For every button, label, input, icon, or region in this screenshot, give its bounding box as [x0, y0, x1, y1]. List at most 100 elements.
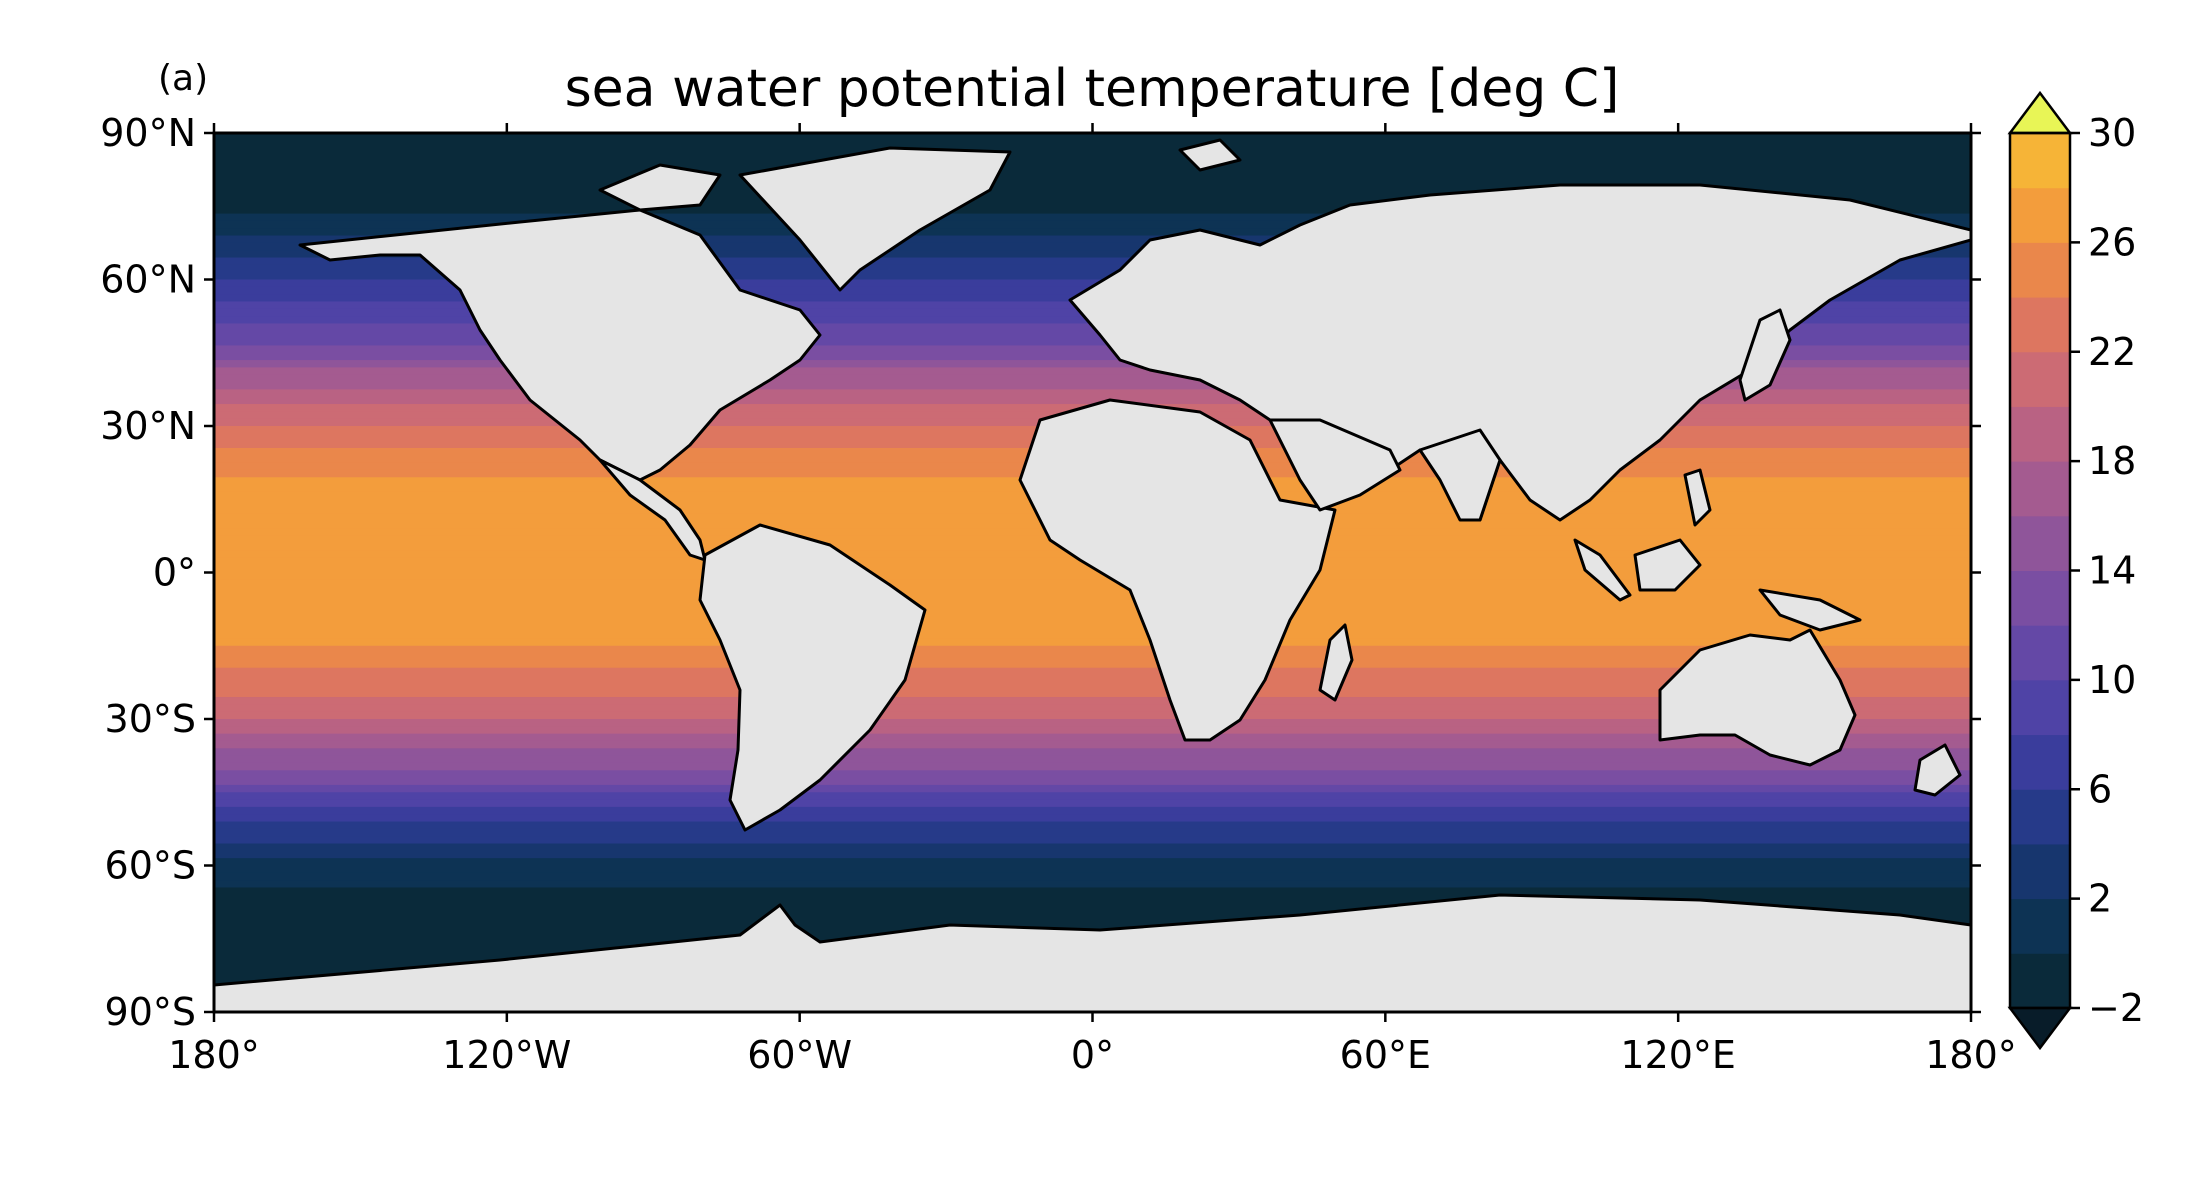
ocean-band: [214, 162, 1971, 171]
ocean-band: [214, 799, 1971, 808]
colorbar-segment: [2010, 953, 2070, 1009]
land-north-america: [298, 208, 822, 482]
colorbar-segment: [2010, 843, 2070, 900]
land-antarctica: [214, 893, 1971, 1012]
ocean-band: [214, 616, 1971, 625]
ocean-band: [214, 601, 1971, 610]
y-tick-label: 0°: [153, 551, 196, 595]
ocean-band: [214, 396, 1971, 405]
colorbar-segment: [2010, 679, 2070, 736]
ocean-band: [214, 257, 1971, 266]
ocean-band: [214, 154, 1971, 163]
ocean-band: [214, 924, 1971, 933]
ocean-band: [214, 147, 1971, 156]
land-new-guinea: [1758, 588, 1862, 632]
ocean-band: [214, 594, 1971, 603]
ocean-band: [214, 667, 1971, 676]
panel-label: (a): [158, 58, 208, 99]
ocean-band: [214, 213, 1971, 222]
y-tick-label: 90°S: [105, 990, 196, 1034]
land-new-zealand: [1913, 743, 1962, 797]
colorbar-segment: [2010, 515, 2070, 571]
x-tick-label: 60°W: [747, 1033, 852, 1077]
x-tick-label: 120°E: [1620, 1033, 1736, 1077]
ocean-band: [214, 777, 1971, 786]
y-tick-label: 60°N: [100, 258, 196, 302]
ocean-band: [214, 338, 1971, 347]
ocean-band: [214, 733, 1971, 742]
x-tick-label: 0°: [1071, 1033, 1114, 1077]
ocean-band: [214, 902, 1971, 911]
colorbar-segment: [2010, 898, 2070, 954]
ocean-band: [214, 755, 1971, 764]
ocean-band: [214, 191, 1971, 200]
ocean-band: [214, 821, 1971, 830]
ocean-band: [214, 704, 1971, 713]
ocean-band: [214, 675, 1971, 683]
ocean-band: [214, 374, 1971, 383]
land-india: [1418, 428, 1502, 522]
colorbar-segment: [2010, 570, 2070, 626]
y-tick-label: 90°N: [100, 111, 196, 155]
ocean-band: [214, 272, 1971, 281]
colorbar-tick-label: 2: [2088, 877, 2112, 921]
ocean-band: [214, 367, 1971, 376]
x-tick-label: 180°: [1925, 1033, 2017, 1077]
ocean-band: [214, 770, 1971, 779]
ocean-band: [214, 689, 1971, 698]
ocean-band: [214, 916, 1971, 925]
land-svalbard: [1178, 138, 1242, 172]
chart-title: sea water potential temperature [deg C]: [565, 59, 1620, 119]
ocean-band: [214, 345, 1971, 354]
ocean-band: [214, 762, 1971, 771]
colorbar-segment: [2010, 133, 2070, 189]
ocean-band: [214, 572, 1971, 581]
ocean-band: [214, 638, 1971, 647]
ocean-band: [214, 880, 1971, 889]
y-tick-label: 60°S: [105, 844, 196, 888]
ocean-band: [214, 228, 1971, 237]
colorbar-segment: [2010, 461, 2070, 517]
land-arabia: [1268, 418, 1402, 512]
x-tick-label: 60°E: [1340, 1033, 1431, 1077]
colorbar-segment: [2010, 351, 2070, 407]
ocean-band: [214, 242, 1971, 251]
colorbar-segment: [2010, 297, 2070, 353]
colorbar: 30 26 22 18 14 10 6 2 −2: [2007, 90, 2144, 1051]
ocean-band: [214, 250, 1971, 259]
land-greenland: [738, 146, 1012, 292]
ocean-band: [214, 169, 1971, 178]
colorbar-tick-label: 22: [2088, 330, 2136, 374]
colorbar-extend-max: [2007, 90, 2073, 135]
ocean-band: [214, 623, 1971, 632]
ocean-band: [214, 264, 1971, 273]
ocean-band: [214, 828, 1971, 837]
x-tick-label: 180°: [168, 1033, 260, 1077]
ocean-band: [214, 660, 1971, 669]
ocean-band: [214, 806, 1971, 815]
ocean-band: [214, 279, 1971, 288]
land-arctic-islands: [598, 163, 722, 212]
land-sumatra: [1573, 538, 1632, 602]
land-philippines: [1683, 468, 1712, 527]
ocean-band: [214, 814, 1971, 823]
ocean-band: [214, 792, 1971, 801]
y-axis: 90°N 60°N 30°N 0° 30°S 60°S 90°S: [100, 111, 1981, 1034]
ocean-band: [214, 784, 1971, 793]
ocean-band: [214, 587, 1971, 596]
colorbar-segment: [2010, 187, 2070, 243]
ocean-band: [214, 719, 1971, 727]
land-madagascar: [1318, 623, 1354, 702]
ocean-band: [214, 235, 1971, 244]
land-africa: [1018, 398, 1337, 742]
colorbar-segment: [2010, 242, 2070, 298]
colorbar-tick-label: 26: [2088, 220, 2136, 264]
ocean-band: [214, 352, 1971, 361]
x-tick-label: 120°W: [442, 1033, 571, 1077]
ocean-band: [214, 836, 1971, 845]
ocean-band: [214, 748, 1971, 757]
colorbar-segment: [2010, 789, 2070, 845]
colorbar-segment: [2010, 406, 2070, 462]
colorbar-tick-label: 18: [2088, 439, 2136, 483]
ocean-band: [214, 865, 1971, 874]
